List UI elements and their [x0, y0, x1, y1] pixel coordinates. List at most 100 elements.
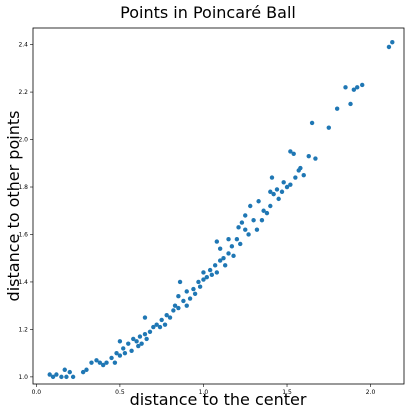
scatter-point: [236, 225, 241, 230]
scatter-point: [134, 339, 139, 344]
scatter-point: [177, 279, 183, 285]
scatter-point: [309, 120, 315, 126]
scatter-point: [167, 315, 173, 320]
y-tick-label: 2.4: [18, 42, 28, 49]
scatter-point: [151, 324, 156, 330]
scatter-point: [137, 334, 143, 339]
scatter-point: [246, 232, 251, 237]
scatter-point: [84, 367, 89, 372]
scatter-point: [121, 346, 126, 351]
scatter-point: [147, 329, 153, 334]
x-axis-ticks: 0.0 0.5 1.0 1.5 2.0: [32, 384, 376, 396]
scatter-point: [171, 308, 176, 313]
scatter-point: [264, 210, 270, 216]
x-tick-label: 1.5: [282, 389, 292, 396]
scatter-point: [154, 322, 159, 327]
scatter-point: [196, 279, 201, 285]
scatter-point: [229, 244, 235, 249]
scatter-point: [157, 324, 163, 330]
scatter-point: [274, 187, 280, 192]
x-tick-label: 2.0: [366, 389, 376, 396]
x-axis-label: distance to the center: [130, 390, 307, 409]
scatter-point: [214, 270, 220, 275]
scatter-point: [288, 149, 293, 154]
scatter-point: [62, 367, 67, 372]
scatter-point: [234, 237, 240, 242]
scatter-point: [306, 153, 311, 159]
scatter-point: [239, 220, 245, 225]
x-tick-label: 1.0: [199, 389, 209, 396]
x-tick-label: 0.0: [32, 389, 42, 396]
scatter-point: [181, 298, 186, 304]
scatter-point: [97, 360, 103, 365]
scatter-point: [70, 374, 76, 380]
scatter-point: [187, 296, 193, 301]
scatter-point: [197, 284, 203, 289]
scatter-point: [238, 241, 243, 247]
scatter-point: [390, 40, 395, 45]
scatter-point: [243, 227, 248, 232]
scatter-point: [47, 372, 52, 377]
scatter-point: [288, 182, 293, 187]
scatter-point: [276, 196, 281, 202]
scatter-point: [176, 293, 181, 299]
scatter-point: [293, 175, 298, 180]
scatter-point: [109, 355, 114, 361]
scatter-point: [54, 372, 59, 377]
scatter-point: [100, 362, 106, 368]
scatter-point: [207, 267, 213, 273]
y-tick-label: 1.8: [18, 184, 28, 191]
scatter-point: [117, 339, 123, 344]
scatter-point: [217, 246, 223, 251]
plot-area: [32, 27, 405, 385]
scatter-point: [355, 85, 360, 90]
scatter-point: [162, 322, 168, 327]
scatter-point: [191, 286, 196, 292]
scatter-point: [94, 358, 99, 363]
scatter-point: [117, 353, 123, 358]
scatter-point: [136, 343, 141, 349]
x-tick-label: 0.5: [115, 389, 125, 396]
scatter-point: [129, 348, 134, 353]
scatter-point: [217, 258, 223, 263]
scatter-point: [89, 360, 94, 365]
scatter-point: [201, 277, 206, 282]
scatter-point: [204, 275, 209, 280]
y-axis-ticks: 1.0 1.2 1.4 1.6 1.8 2.0 2.2 2.4: [18, 42, 33, 381]
y-tick-label: 1.0: [18, 374, 28, 381]
scatter-point: [144, 336, 149, 342]
scatter-point: [201, 270, 206, 275]
scatter-point: [184, 289, 189, 294]
y-tick-label: 2.0: [18, 137, 28, 144]
scatter-point: [172, 303, 178, 308]
scatter-point: [243, 213, 248, 218]
scatter-point: [268, 189, 273, 194]
scatter-point: [222, 263, 228, 268]
scatter-point: [122, 350, 128, 356]
scatter-point: [256, 199, 261, 204]
scatter-point: [386, 44, 392, 50]
scatter-point: [164, 312, 169, 318]
scatter-point: [360, 82, 365, 88]
scatter-point: [326, 125, 331, 130]
scatter-point: [348, 101, 353, 107]
scatter-point: [261, 208, 266, 213]
scatter-point: [284, 184, 290, 190]
scatter-point: [114, 350, 119, 356]
scatter-point: [142, 331, 148, 337]
scatter-point: [231, 253, 236, 259]
scatter-point: [226, 237, 231, 242]
scatter-point: [192, 291, 198, 297]
scatter-point: [184, 303, 189, 308]
scatter-point: [139, 341, 144, 346]
scatter-point: [334, 106, 340, 111]
scatter-point: [67, 369, 72, 375]
scatter-point: [279, 189, 285, 194]
scatter-point: [254, 227, 260, 232]
scatter-point: [313, 156, 318, 161]
scatter-point: [59, 374, 64, 380]
scatter-point: [251, 218, 256, 223]
chart-title: Points in Poincaré Ball: [120, 3, 296, 22]
scatter-point: [268, 203, 273, 209]
scatter-point: [50, 374, 56, 380]
